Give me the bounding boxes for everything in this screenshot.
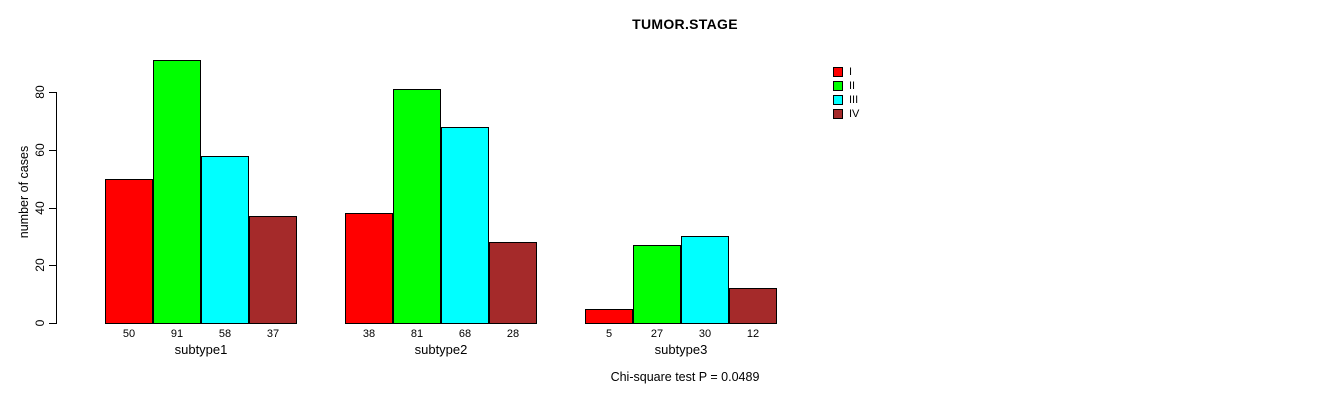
legend-swatch-III [833,95,843,105]
y-axis-tick [49,323,57,324]
bar-value-label: 38 [362,328,376,340]
bar-subtype1-IV [249,216,297,324]
y-axis-tick-label: 0 [33,319,47,327]
legend-swatch-II [833,81,843,91]
legend-label: I [849,66,853,78]
bar-subtype2-III [441,127,489,324]
y-axis-tick-label: 40 [33,201,47,215]
y-axis-tick-label: 60 [33,143,47,157]
bar-value-label: 58 [218,328,232,340]
bar-value-label: 68 [458,328,472,340]
legend-item-IV: IV [833,108,859,120]
bar-subtype3-II [633,245,681,324]
legend-label: II [849,80,856,92]
group-label-subtype1: subtype1 [174,342,228,357]
bar-subtype1-I [105,179,153,324]
legend-swatch-IV [833,109,843,119]
bar-subtype2-I [345,213,393,324]
legend-item-I: I [833,66,859,78]
bar-subtype3-III [681,236,729,324]
legend-label: IV [849,108,860,120]
bar-subtype3-IV [729,288,777,324]
legend: I II III IV [833,66,859,122]
y-axis-tick [49,92,57,93]
chi-square-footnote: Chi-square test P = 0.0489 [610,370,760,384]
bar-value-label: 91 [170,328,184,340]
legend-item-II: II [833,80,859,92]
bar-value-label: 27 [650,328,664,340]
legend-label: III [849,94,859,106]
bar-value-label: 81 [410,328,424,340]
bar-value-label: 37 [266,328,280,340]
bar-value-label: 5 [605,328,613,340]
bar-subtype3-I [585,309,633,324]
y-axis-tick [49,150,57,151]
legend-swatch-I [833,67,843,77]
bar-subtype1-III [201,156,249,324]
bar-subtype2-IV [489,242,537,324]
group-label-subtype3: subtype3 [654,342,708,357]
bar-value-label: 50 [122,328,136,340]
y-axis-tick-label: 20 [33,258,47,272]
y-axis-tick [49,208,57,209]
y-axis-tick-label: 80 [33,85,47,99]
bar-value-label: 28 [506,328,520,340]
bar-value-label: 30 [698,328,712,340]
bar-value-label: 12 [746,328,760,340]
group-label-subtype2: subtype2 [414,342,468,357]
bar-subtype2-II [393,89,441,324]
bar-subtype1-II [153,60,201,324]
legend-item-III: III [833,94,859,106]
chart-title: TUMOR.STAGE [632,16,738,32]
y-axis-tick [49,265,57,266]
